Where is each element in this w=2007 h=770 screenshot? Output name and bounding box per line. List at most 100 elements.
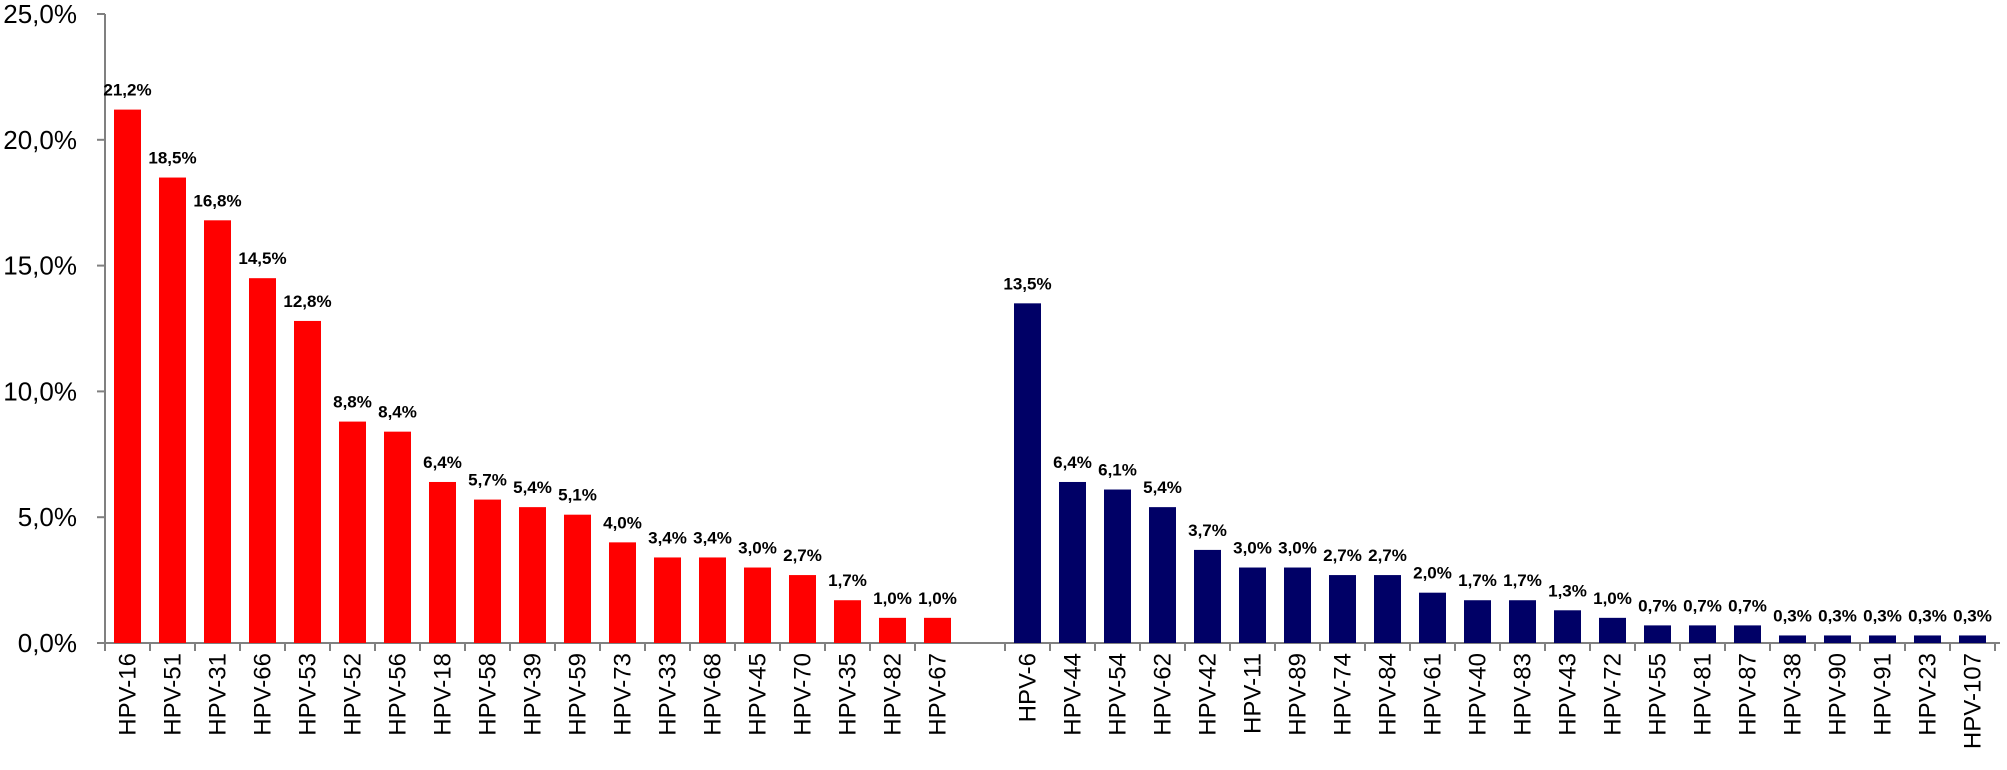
data-label: 18,5%	[148, 149, 196, 168]
bar-hpv-55	[1644, 625, 1671, 643]
data-label: 3,0%	[1278, 539, 1317, 558]
category-label: HPV-56	[385, 653, 412, 736]
category-label: HPV-23	[1915, 653, 1942, 736]
category-label: HPV-18	[430, 653, 457, 736]
bar-hpv-58	[474, 499, 501, 643]
bar-hpv-31	[204, 220, 231, 643]
bar-hpv-87	[1734, 625, 1761, 643]
category-label: HPV-42	[1195, 653, 1222, 736]
data-label: 0,3%	[1863, 606, 1902, 625]
y-tick-label: 15,0%	[3, 251, 77, 281]
bar-hpv-59	[564, 514, 591, 643]
category-label: HPV-52	[340, 653, 367, 736]
y-tick-label: 25,0%	[3, 0, 77, 29]
category-label: HPV-51	[160, 653, 187, 736]
bar-hpv-18	[429, 481, 456, 643]
bar-hpv-51	[159, 177, 186, 644]
category-label: HPV-35	[835, 653, 862, 736]
category-label: HPV-39	[520, 653, 547, 736]
category-label: HPV-31	[205, 653, 232, 736]
category-label: HPV-74	[1330, 653, 1357, 736]
y-tick-label: 10,0%	[3, 376, 77, 406]
bar-hpv-52	[339, 421, 366, 643]
category-label: HPV-38	[1780, 653, 1807, 736]
category-label: HPV-68	[700, 653, 727, 736]
data-label: 6,4%	[1053, 453, 1092, 472]
data-label: 3,0%	[738, 539, 777, 558]
bar-hpv-81	[1689, 625, 1716, 643]
category-label: HPV-81	[1690, 653, 1717, 736]
data-label: 12,8%	[283, 292, 331, 311]
category-label: HPV-53	[295, 653, 322, 736]
data-label: 1,0%	[873, 589, 912, 608]
bar-hpv-44	[1059, 481, 1086, 643]
bar-hpv-67	[924, 617, 951, 643]
bar-hpv-38	[1779, 635, 1806, 643]
data-label: 2,7%	[1368, 546, 1407, 565]
bar-hpv-6	[1014, 303, 1041, 643]
data-label: 3,4%	[693, 528, 732, 547]
y-tick-label: 5,0%	[18, 502, 77, 532]
category-label: HPV-55	[1645, 653, 1672, 736]
data-label: 4,0%	[603, 513, 642, 532]
bar-hpv-89	[1284, 567, 1311, 643]
bar-hpv-40	[1464, 600, 1491, 643]
category-label: HPV-54	[1105, 653, 1132, 736]
y-tick-label: 0,0%	[18, 628, 77, 658]
data-label: 8,4%	[378, 403, 417, 422]
data-label: 0,3%	[1908, 606, 1947, 625]
bar-hpv-54	[1104, 489, 1131, 643]
category-label: HPV-67	[925, 653, 952, 736]
bar-hpv-66	[249, 278, 276, 643]
data-label: 2,0%	[1413, 564, 1452, 583]
data-label: 21,2%	[103, 81, 151, 100]
bar-hpv-61	[1419, 592, 1446, 643]
data-label: 3,0%	[1233, 539, 1272, 558]
data-label: 2,7%	[783, 546, 822, 565]
data-label: 5,7%	[468, 471, 507, 490]
category-label: HPV-44	[1060, 653, 1087, 736]
bar-hpv-62	[1149, 507, 1176, 643]
bar-hpv-53	[294, 320, 321, 643]
bar-hpv-68	[699, 557, 726, 643]
data-label: 1,0%	[1593, 589, 1632, 608]
data-label: 6,1%	[1098, 461, 1137, 480]
data-label: 6,4%	[423, 453, 462, 472]
category-label: HPV-73	[610, 653, 637, 736]
data-label: 0,3%	[1818, 606, 1857, 625]
category-label: HPV-83	[1510, 653, 1537, 736]
data-label: 3,4%	[648, 528, 687, 547]
data-label: 1,3%	[1548, 581, 1587, 600]
bar-hpv-16	[114, 109, 141, 643]
category-label: HPV-43	[1555, 653, 1582, 736]
category-label: HPV-59	[565, 653, 592, 736]
data-label: 0,7%	[1683, 596, 1722, 615]
bars	[114, 109, 1986, 644]
bar-hpv-45	[744, 567, 771, 643]
data-label: 1,7%	[828, 571, 867, 590]
bar-hpv-23	[1914, 635, 1941, 643]
category-label: HPV-82	[880, 653, 907, 736]
data-label: 0,3%	[1773, 606, 1812, 625]
bar-hpv-11	[1239, 567, 1266, 643]
data-label: 8,8%	[333, 393, 372, 412]
category-label: HPV-33	[655, 653, 682, 736]
data-label: 5,4%	[513, 478, 552, 497]
category-label: HPV-40	[1465, 653, 1492, 736]
category-label: HPV-91	[1870, 653, 1897, 736]
bar-hpv-42	[1194, 549, 1221, 643]
y-axis: 0,0% 5,0% 10,0% 15,0% 20,0% 25,0%	[3, 0, 106, 658]
category-label: HPV-90	[1825, 653, 1852, 736]
bar-hpv-56	[384, 431, 411, 643]
bar-hpv-33	[654, 557, 681, 643]
category-label: HPV-16	[115, 653, 142, 736]
bar-hpv-35	[834, 600, 861, 643]
data-label: 3,7%	[1188, 521, 1227, 540]
bar-hpv-83	[1509, 600, 1536, 643]
category-label: HPV-58	[475, 653, 502, 736]
category-label: HPV-62	[1150, 653, 1177, 736]
bar-hpv-82	[879, 617, 906, 643]
category-label: HPV-87	[1735, 653, 1762, 736]
bar-hpv-107	[1959, 635, 1986, 643]
data-label: 2,7%	[1323, 546, 1362, 565]
